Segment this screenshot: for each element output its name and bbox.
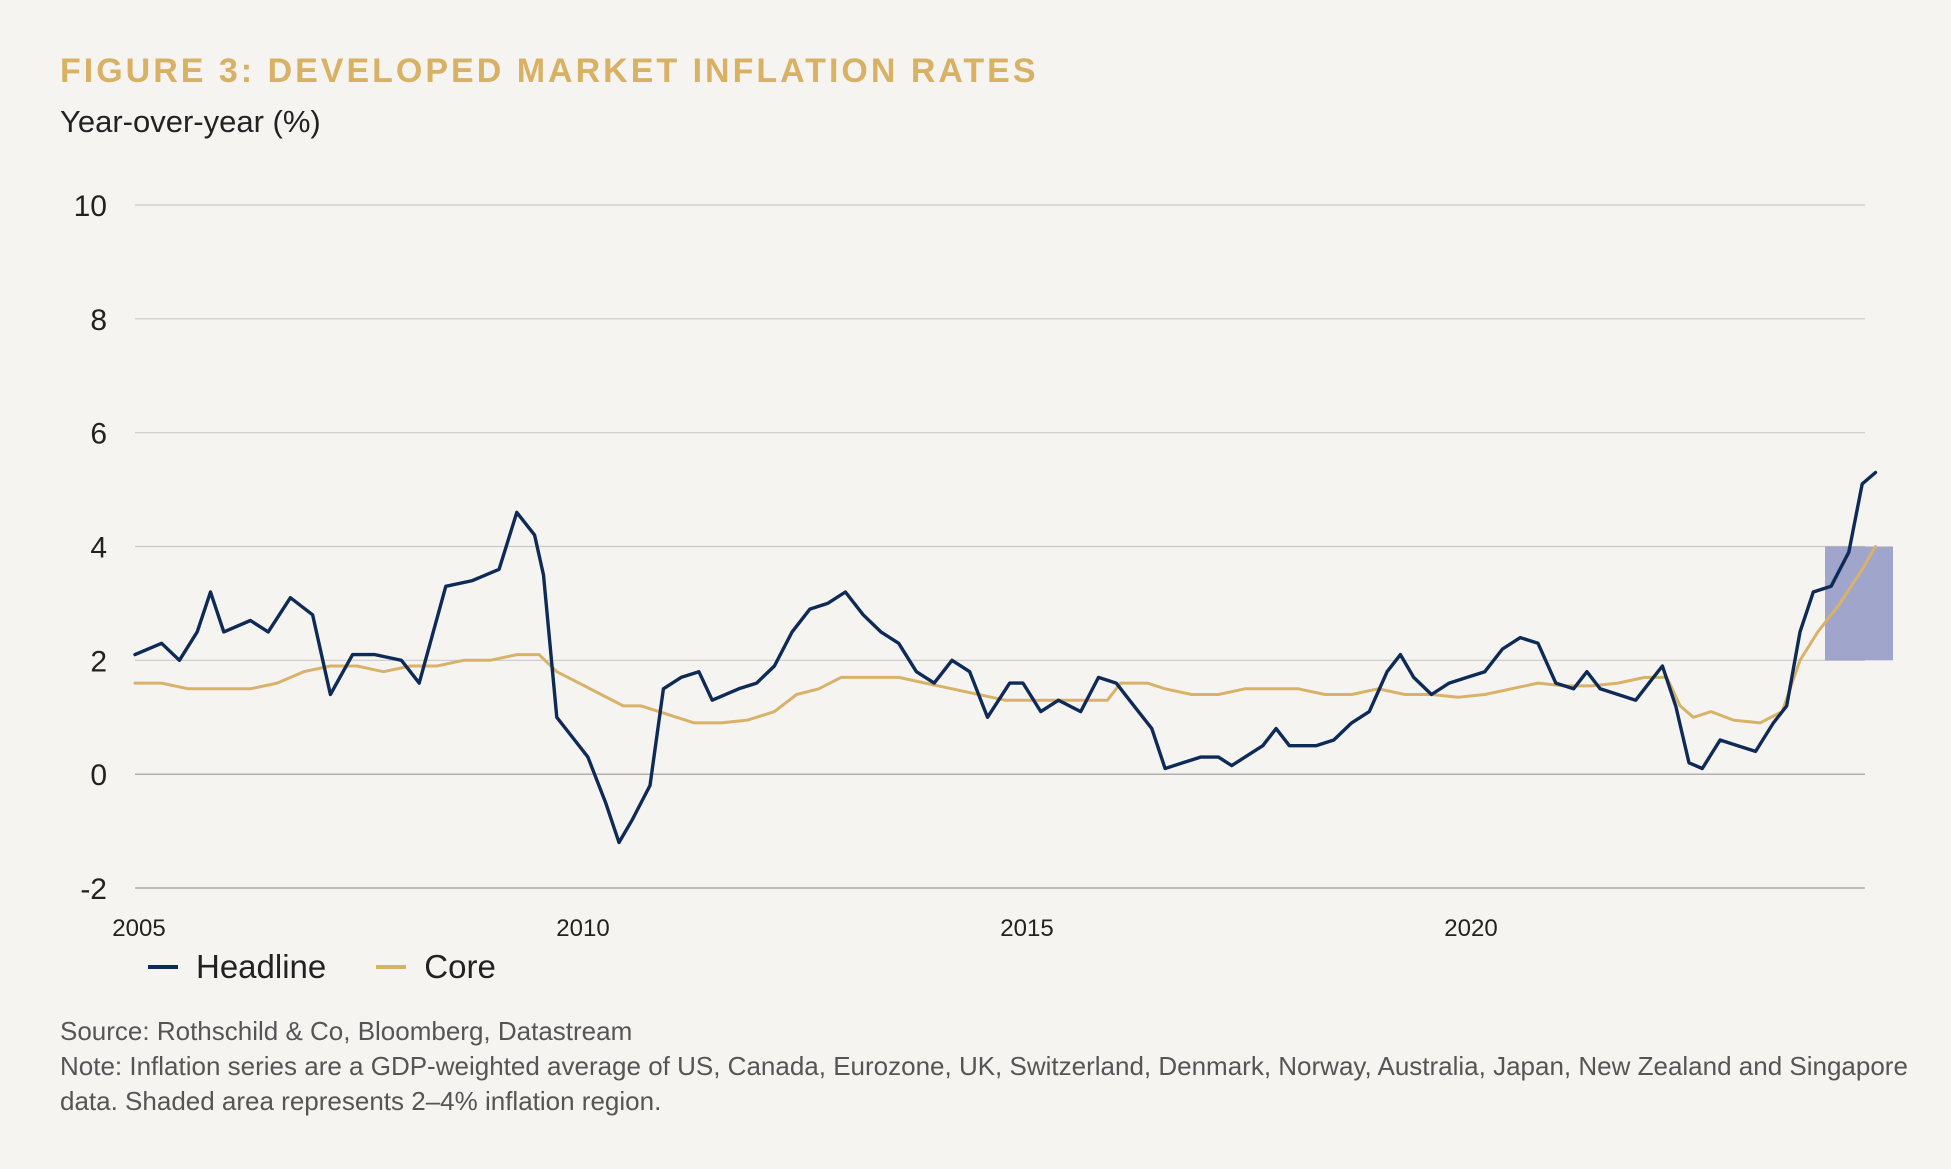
- y-tick-label-8: 8: [90, 304, 107, 337]
- series-line-headline: [133, 470, 1878, 845]
- x-tick-labels: 2005 2010 2015 2020: [112, 915, 1497, 942]
- x-tick-label-2015: 2015: [1000, 915, 1053, 942]
- y-tick-label-0: 0: [90, 759, 107, 792]
- series-line-core: [133, 545, 1877, 725]
- legend-label-core: Core: [424, 948, 496, 985]
- series-lines: [133, 470, 1878, 845]
- note-line-1: Note: Inflation series are a GDP-weighte…: [60, 1051, 1908, 1081]
- note-line-2: data. Shaded area represents 2–4% inflat…: [60, 1086, 662, 1116]
- x-tick-label-2010: 2010: [556, 915, 609, 942]
- y-tick-label-2: 2: [90, 645, 107, 678]
- shaded-band: [1825, 546, 1893, 661]
- y-axis-label: Year-over-year (%): [60, 104, 321, 139]
- y-tick-label-6: 6: [90, 418, 107, 451]
- y-tick-label-10: 10: [74, 190, 107, 223]
- headline-swatch-icon: [148, 965, 178, 969]
- source-note: Source: Rothschild & Co, Bloomberg, Data…: [60, 1016, 633, 1046]
- legend-item-headline[interactable]: Headline: [148, 948, 326, 986]
- chart-title: FIGURE 3: DEVELOPED MARKET INFLATION RAT…: [60, 52, 1039, 90]
- legend: Headline Core: [148, 948, 546, 986]
- legend-label-headline: Headline: [196, 948, 327, 985]
- x-tick-label-2020: 2020: [1444, 915, 1497, 942]
- y-tick-label--2: -2: [80, 873, 107, 906]
- x-tick-label-2005: 2005: [112, 915, 165, 942]
- footnotes: Source: Rothschild & Co, Bloomberg, Data…: [60, 1014, 1908, 1119]
- legend-item-core[interactable]: Core: [376, 948, 496, 986]
- gridlines: [135, 204, 1865, 889]
- core-swatch-icon: [376, 965, 407, 969]
- y-tick-labels: 10 8 6 4 2 0 -2: [74, 190, 107, 906]
- shaded-band-rect: [1825, 546, 1893, 661]
- y-tick-label-4: 4: [90, 532, 107, 565]
